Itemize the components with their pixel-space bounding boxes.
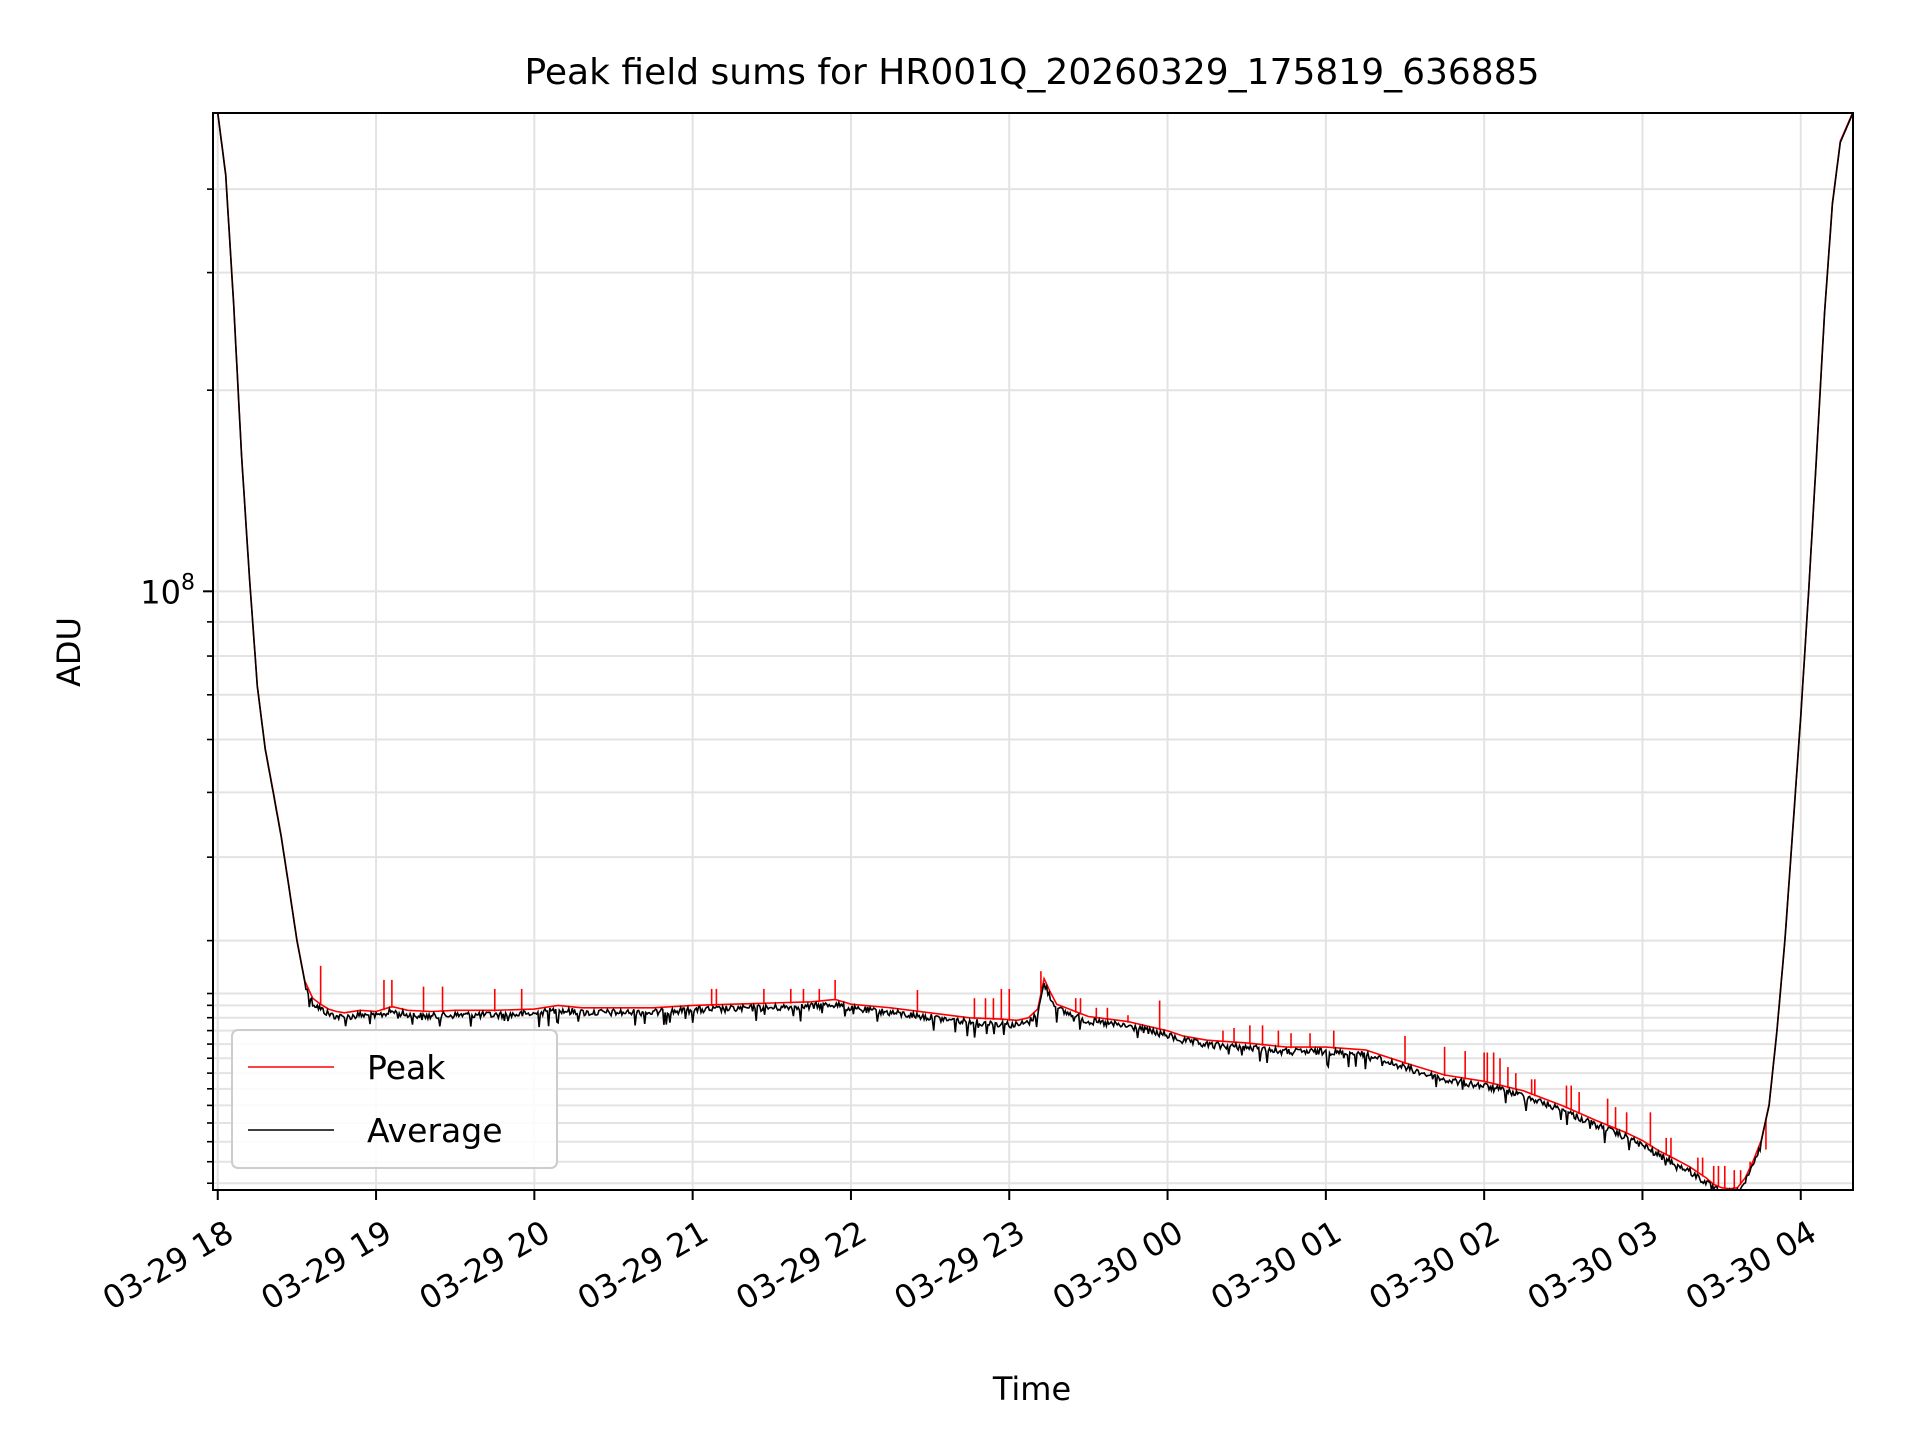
grid-lines	[213, 113, 1853, 1190]
legend-peak-label: Peak	[367, 1048, 446, 1087]
legend-box	[231, 1029, 558, 1169]
legend-average-label: Average	[367, 1111, 503, 1150]
peak-series	[217, 113, 1853, 1190]
x-axis-label: Time	[992, 1370, 1071, 1408]
legend: Peak Average	[231, 1029, 558, 1169]
y-axis-ticks: 108	[140, 188, 213, 1185]
y-axis-label: ADU	[50, 617, 88, 687]
series-lines	[213, 113, 1853, 1190]
chart-title: Peak field sums for HR001Q_20260329_1758…	[524, 52, 1539, 93]
plot-frame	[212, 112, 1854, 1191]
average-line	[213, 113, 1853, 1190]
y-tick-label: 108	[140, 570, 195, 611]
average-series	[213, 113, 1853, 1190]
